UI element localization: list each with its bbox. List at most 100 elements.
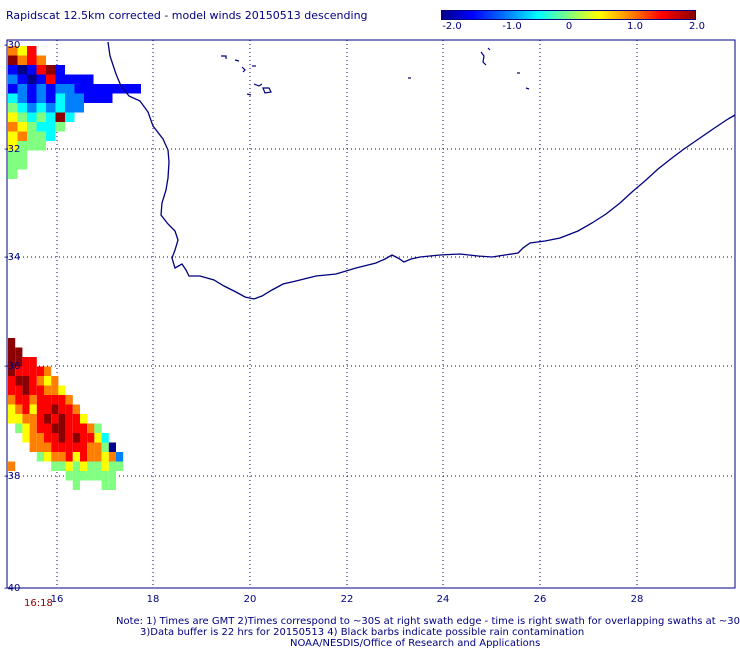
wind-cell <box>108 461 116 471</box>
wind-cell <box>87 442 95 452</box>
wind-swath-south <box>8 338 124 490</box>
wind-cell <box>80 433 88 443</box>
wind-cell <box>15 376 23 386</box>
wind-cell <box>36 141 46 151</box>
wind-cell <box>103 84 113 94</box>
wind-cell <box>108 452 116 462</box>
wind-cell <box>51 414 59 424</box>
wind-cell <box>17 160 27 170</box>
wind-cell <box>36 395 44 405</box>
wind-cell <box>87 433 95 443</box>
wind-cell <box>65 433 73 443</box>
wind-cell <box>65 74 75 84</box>
island <box>221 55 227 59</box>
wind-cell <box>8 461 16 471</box>
wind-cell <box>80 442 88 452</box>
wind-cell <box>46 103 56 113</box>
wind-cell <box>46 122 56 132</box>
wind-cell <box>36 433 44 443</box>
wind-cell <box>15 357 23 367</box>
colorbar-tick-label: -1.0 <box>502 21 522 32</box>
wind-cell <box>44 385 52 395</box>
wind-cell <box>8 414 16 424</box>
wind-cell <box>8 366 16 376</box>
wind-cell <box>15 347 23 357</box>
wind-cell <box>8 404 16 414</box>
wind-cell <box>65 452 73 462</box>
wind-cell <box>58 442 66 452</box>
wind-cell <box>22 385 30 395</box>
map-frame <box>6 39 736 589</box>
wind-cell <box>15 423 23 433</box>
wind-cell <box>51 461 59 471</box>
lon-label: 18 <box>147 594 160 605</box>
wind-cell <box>65 461 73 471</box>
wind-cell <box>94 433 102 443</box>
colorbar-tick-label: 0 <box>565 21 573 32</box>
wind-cell <box>17 93 27 103</box>
wind-cell <box>87 471 95 481</box>
wind-cell <box>46 93 56 103</box>
wind-cell <box>72 433 80 443</box>
wind-cell <box>8 131 18 141</box>
map-title: Rapidscat 12.5km corrected - model winds… <box>6 9 368 22</box>
wind-cell <box>94 461 102 471</box>
wind-cell <box>36 131 46 141</box>
wind-cell <box>36 122 46 132</box>
lon-label: 24 <box>437 594 450 605</box>
wind-cell <box>101 442 109 452</box>
wind-cell <box>8 84 18 94</box>
footnote-line-1: Note: 1) Times are GMT 2)Times correspon… <box>116 616 740 627</box>
wind-cell <box>112 84 122 94</box>
wind-cell <box>65 442 73 452</box>
wind-cell <box>51 433 59 443</box>
wind-cell <box>17 74 27 84</box>
wind-cell <box>29 404 37 414</box>
wind-cell <box>80 461 88 471</box>
lon-label: 16 <box>51 594 64 605</box>
wind-cell <box>87 452 95 462</box>
wind-cell <box>8 112 18 122</box>
wind-cell <box>58 395 66 405</box>
wind-cell <box>55 74 65 84</box>
coastline <box>107 41 736 300</box>
wind-cell <box>93 84 103 94</box>
wind-cell <box>65 404 73 414</box>
wind-cell <box>55 93 65 103</box>
wind-cell <box>94 442 102 452</box>
wind-cell <box>36 414 44 424</box>
wind-cell <box>55 65 65 75</box>
swath-time-label: 16:18 <box>24 598 53 609</box>
wind-cell <box>94 423 102 433</box>
footnote-line-2: 3)Data buffer is 22 hrs for 20150513 4) … <box>140 627 585 638</box>
wind-cell <box>15 385 23 395</box>
wind-cell <box>27 74 37 84</box>
wind-cell <box>29 366 37 376</box>
wind-cell <box>65 395 73 405</box>
wind-cell <box>116 461 124 471</box>
wind-cell <box>36 55 46 65</box>
wind-cell <box>80 471 88 481</box>
wind-cell <box>8 103 18 113</box>
wind-cell <box>36 84 46 94</box>
wind-cell <box>36 376 44 386</box>
wind-cell <box>17 150 27 160</box>
wind-cell <box>84 74 94 84</box>
wind-cell <box>27 141 37 151</box>
wind-cell <box>8 338 16 348</box>
wind-cell <box>131 84 141 94</box>
wind-cell <box>17 112 27 122</box>
wind-cell <box>8 141 18 151</box>
lat-label: -30 <box>4 40 20 51</box>
wind-cell <box>36 74 46 84</box>
wind-cell <box>8 55 18 65</box>
wind-cell <box>27 131 37 141</box>
lat-label: -32 <box>4 144 20 155</box>
lat-label: -36 <box>4 361 20 372</box>
wind-cell <box>29 433 37 443</box>
wind-cell <box>8 395 16 405</box>
wind-cell <box>87 461 95 471</box>
wind-cell <box>55 112 65 122</box>
lon-label: 28 <box>631 594 644 605</box>
wind-cell <box>51 442 59 452</box>
